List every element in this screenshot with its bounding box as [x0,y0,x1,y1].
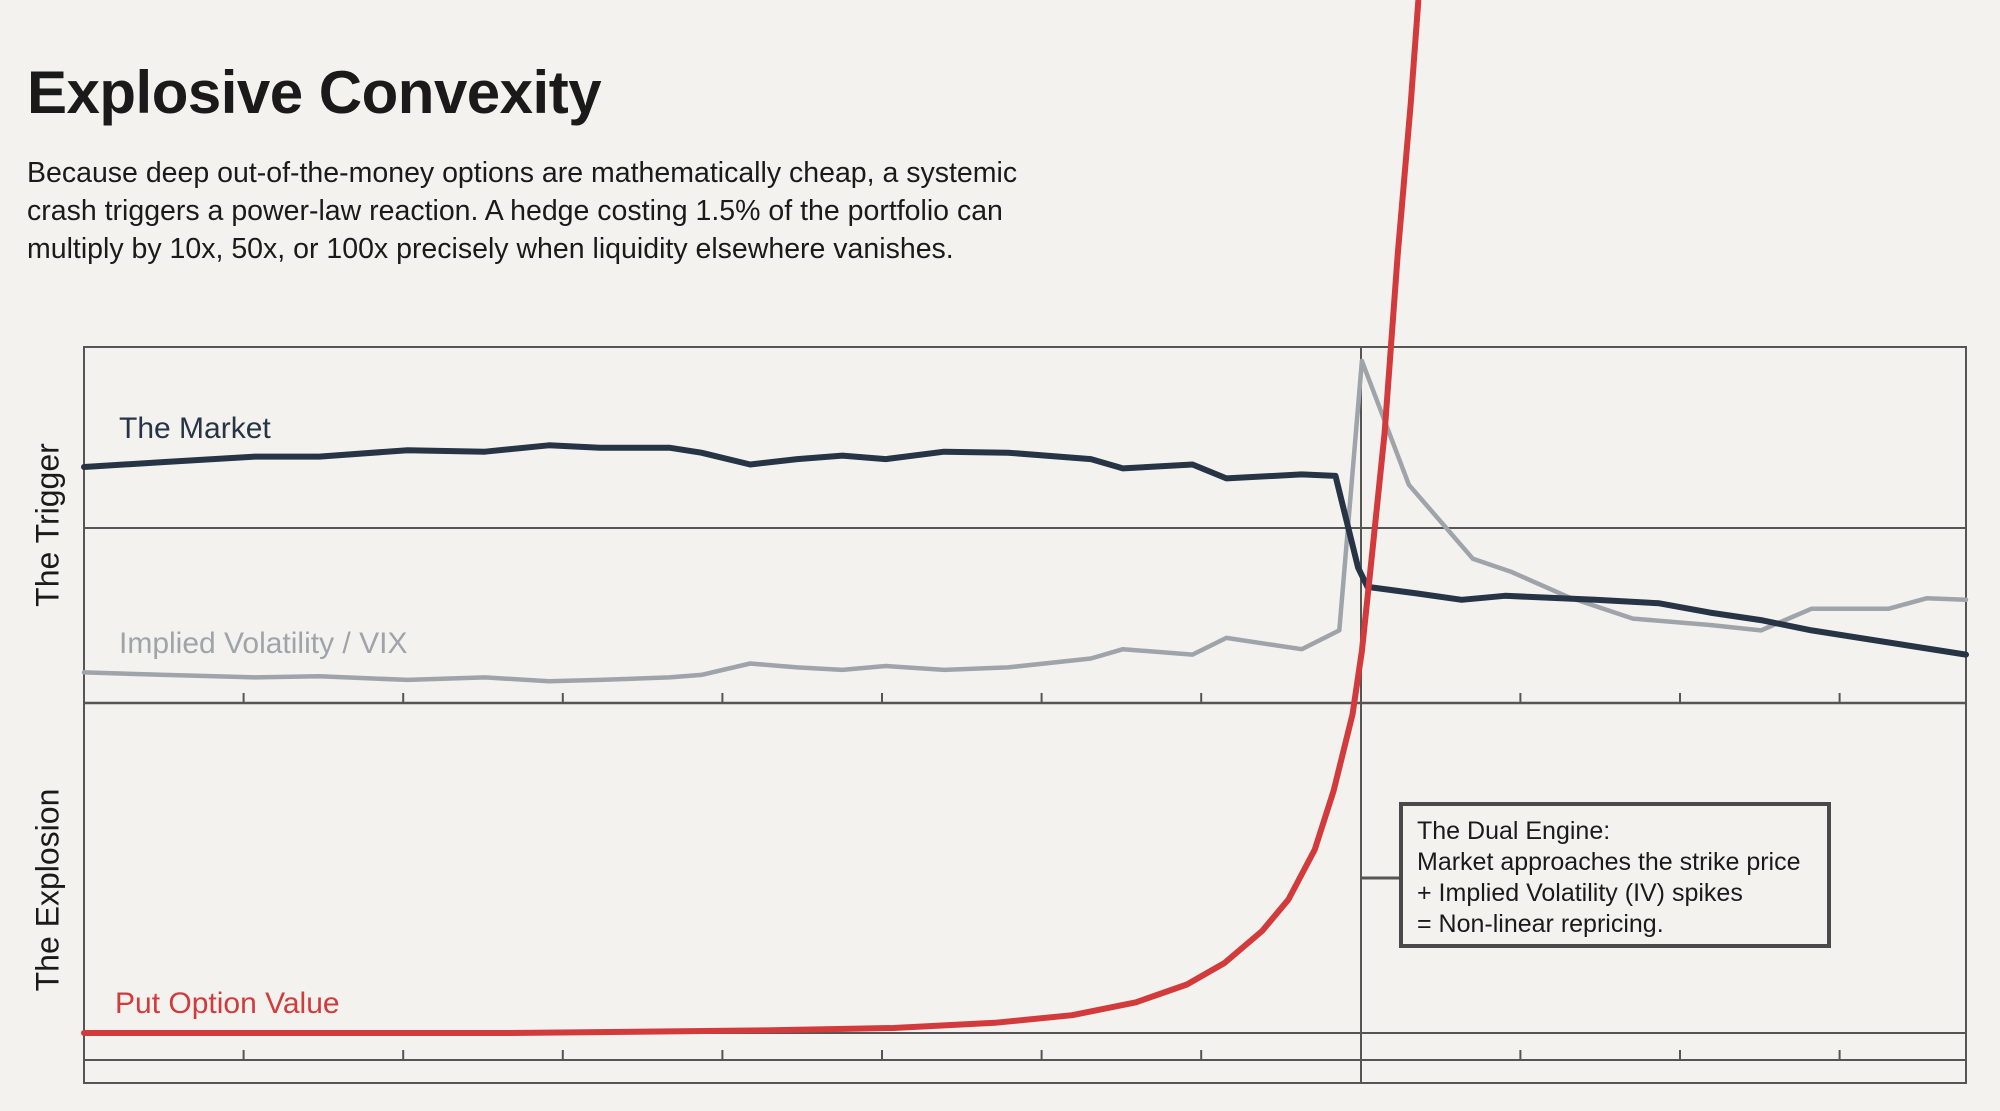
series-line-the-market [81,442,1969,658]
panel-label-explosion: The Explosion [29,788,66,992]
subtitle: Because deep out-of-the-money options ar… [27,154,1177,268]
series-line-implied-volatility-vix [81,358,1969,684]
callout-line: Market approaches the strike price [1417,848,1801,876]
callout-line: = Non-linear repricing. [1417,910,1664,938]
series-line-put-option-value [81,0,1422,1036]
legend-market: The Market [119,412,271,445]
callout-line: + Implied Volatility (IV) spikes [1417,879,1743,907]
legend-put-option: Put Option Value [115,987,340,1020]
subtitle-line: multiply by 10x, 50x, or 100x precisely … [27,233,954,265]
page-title: Explosive Convexity [27,59,602,126]
callout-title: The Dual Engine: [1417,817,1611,845]
panel-label-trigger: The Trigger [29,443,66,607]
subtitle-line: Because deep out-of-the-money options ar… [27,157,1018,189]
chart-frame [83,346,1967,1084]
legend-vix: Implied Volatility / VIX [119,627,408,660]
callout-box: The Dual Engine: Market approaches the s… [1399,802,1831,948]
subtitle-line: crash triggers a power-law reaction. A h… [27,195,1003,227]
